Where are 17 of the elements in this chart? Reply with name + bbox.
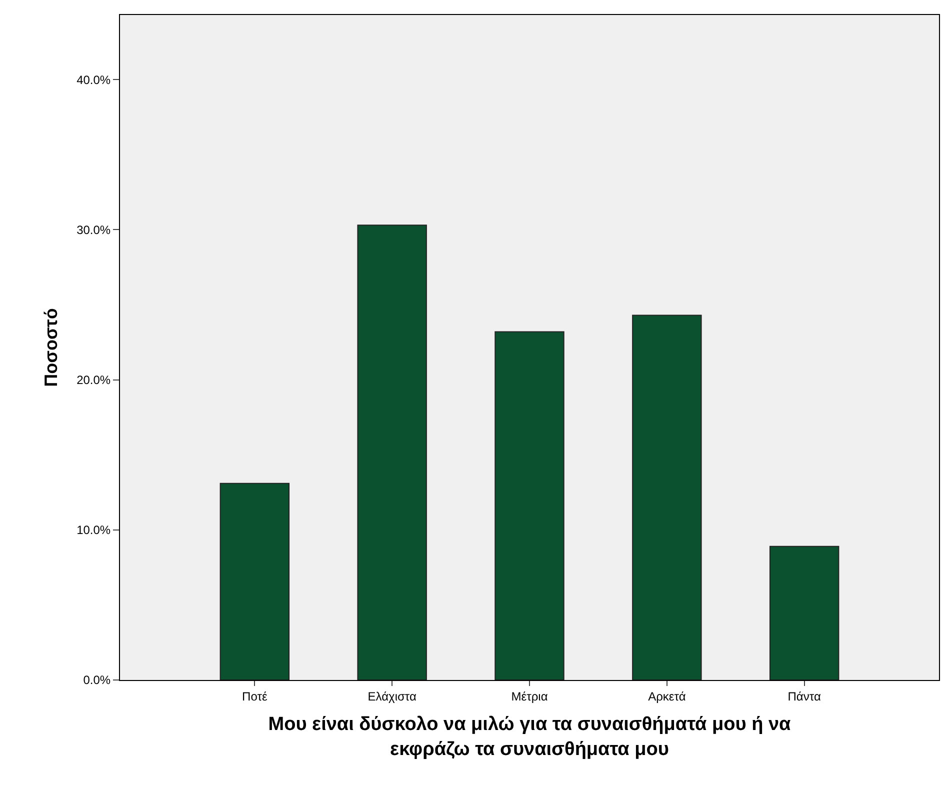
y-tick-label: 10.0% <box>76 523 111 538</box>
y-tick-label: 30.0% <box>76 222 111 237</box>
x-tick-label: Ελάχιστα <box>368 689 416 704</box>
x-tick-label: Ποτέ <box>242 689 268 704</box>
bar <box>769 546 840 680</box>
y-tick-label: 20.0% <box>76 372 111 387</box>
x-tick-label: Μέτρια <box>511 689 548 704</box>
bar <box>220 482 290 680</box>
bar <box>632 314 702 680</box>
y-axis-title: Ποσοστό <box>40 308 61 387</box>
bar <box>357 224 427 680</box>
bar <box>494 331 564 680</box>
y-tick-label: 40.0% <box>76 72 111 87</box>
y-tick-label: 0.0% <box>83 673 111 688</box>
x-tick-label: Πάντα <box>788 689 821 704</box>
x-axis-title: Μου είναι δύσκολο να μιλώ για τα συναισθήματά μου ή να εκφράζω τα συναισθήματα μου <box>268 714 792 760</box>
x-tick-label: Αρκετά <box>648 689 686 704</box>
